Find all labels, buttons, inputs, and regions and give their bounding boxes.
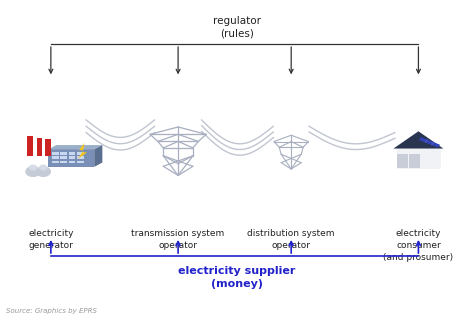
Bar xyxy=(69,152,75,154)
Polygon shape xyxy=(78,143,87,159)
Text: transmission system
operator: transmission system operator xyxy=(131,229,225,250)
Bar xyxy=(397,149,440,167)
Text: Source: Graphics by EPRS: Source: Graphics by EPRS xyxy=(6,308,97,315)
Bar xyxy=(36,138,43,156)
Bar xyxy=(60,152,66,154)
Text: electricity supplier
(money): electricity supplier (money) xyxy=(178,266,296,289)
Bar xyxy=(77,156,84,159)
Text: electricity
generator: electricity generator xyxy=(28,229,73,250)
Circle shape xyxy=(29,165,36,170)
Bar xyxy=(53,161,59,163)
Polygon shape xyxy=(48,145,102,149)
Bar xyxy=(69,156,75,159)
Bar xyxy=(60,161,66,163)
Circle shape xyxy=(40,165,47,170)
Bar xyxy=(397,154,408,167)
Polygon shape xyxy=(393,131,443,149)
Text: regulator
(rules): regulator (rules) xyxy=(213,16,261,38)
Text: distribution system
operator: distribution system operator xyxy=(247,229,335,250)
Bar xyxy=(69,161,75,163)
Bar xyxy=(77,161,84,163)
Bar xyxy=(53,152,59,154)
Bar xyxy=(27,136,33,156)
Bar xyxy=(45,139,51,156)
Bar xyxy=(409,154,420,167)
Polygon shape xyxy=(419,137,440,147)
Polygon shape xyxy=(94,145,102,167)
Text: electricity
consumer
(and prosumer): electricity consumer (and prosumer) xyxy=(383,229,454,262)
Bar xyxy=(60,156,66,159)
Bar xyxy=(77,152,84,154)
Circle shape xyxy=(36,167,50,176)
Bar xyxy=(53,156,59,159)
Bar xyxy=(48,149,94,167)
Circle shape xyxy=(26,167,40,176)
